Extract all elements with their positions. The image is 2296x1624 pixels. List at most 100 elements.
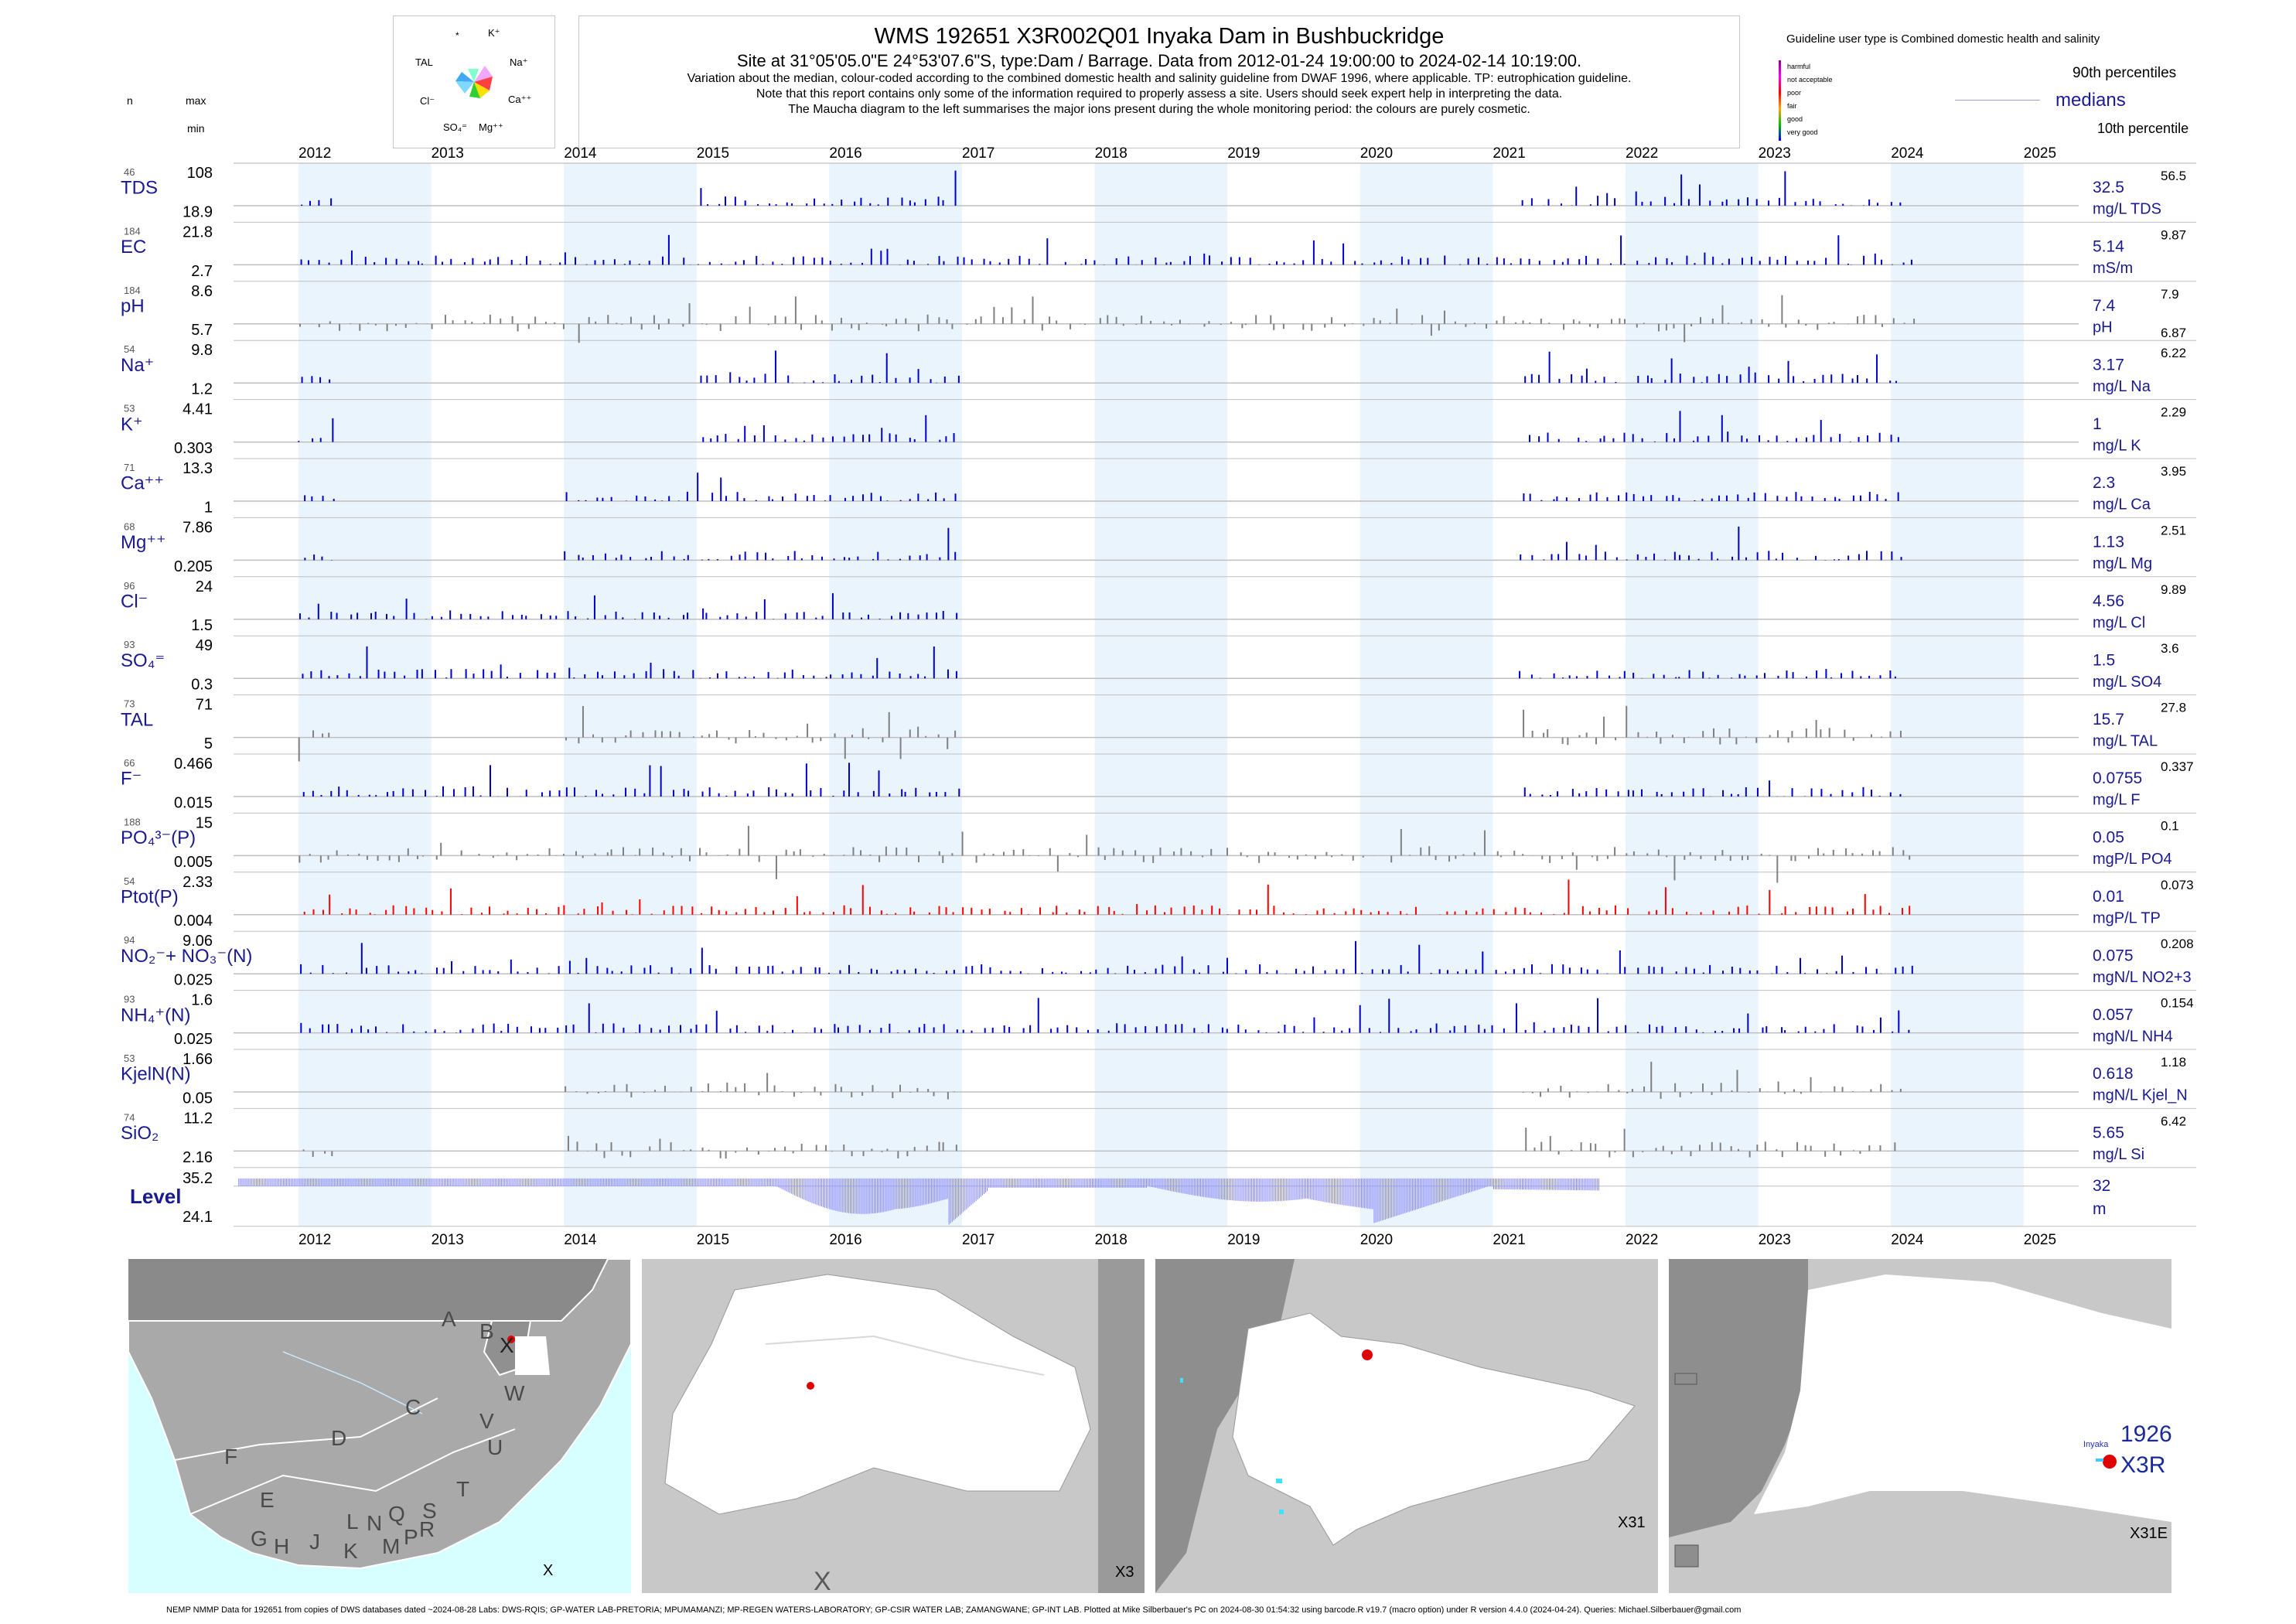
- region-letter-f: F: [224, 1445, 238, 1469]
- row-name-0: TDS: [121, 178, 158, 199]
- year-label-bottom-2016: 2016: [829, 1232, 861, 1248]
- row-median-6: 1.13: [2093, 534, 2124, 551]
- row-p90-7: 9.89: [2161, 582, 2186, 597]
- row-min-10: 0.015: [174, 794, 213, 811]
- row-median-5: 2.3: [2093, 474, 2115, 492]
- maucha-diagram: * K⁺ Na⁺ Ca⁺⁺ Mg⁺⁺ SO₄⁼ Cl⁻ TAL: [393, 15, 555, 148]
- row-n-7: 96: [124, 580, 135, 592]
- row-median-9: 15.7: [2093, 711, 2124, 728]
- maucha-svg: [455, 66, 493, 98]
- row-p90-15: 1.18: [2161, 1055, 2186, 1070]
- row-unit-7: mg/L Cl: [2093, 615, 2145, 632]
- region-letter-m: M: [382, 1534, 401, 1558]
- region-letter-k: K: [343, 1539, 358, 1563]
- year-label-top-2019: 2019: [1227, 145, 1260, 162]
- legend-gradient: [1779, 60, 1781, 141]
- row-median-0: 32.5: [2093, 179, 2124, 196]
- row-max-4: 4.41: [183, 401, 213, 418]
- level-unit: m: [2093, 1200, 2107, 1218]
- region-letter-t: T: [456, 1477, 470, 1501]
- region-letter-l: L: [346, 1510, 359, 1534]
- year-label-bottom-2014: 2014: [564, 1232, 597, 1248]
- year-label-top-2017: 2017: [962, 145, 994, 162]
- row-median-14: 0.057: [2093, 1006, 2134, 1024]
- row-min-11: 0.005: [174, 854, 213, 871]
- barcode-chart: 2012 2012 2013 2013 2014 2014 2015 2015 2016 2016…: [121, 145, 2196, 1248]
- level-median: 32: [2093, 1177, 2110, 1195]
- row-n-15: 53: [124, 1053, 135, 1064]
- year-label-bottom-2025: 2025: [2024, 1232, 2056, 1248]
- legend-medians: medians: [2055, 90, 2126, 111]
- row-p90-12: 0.073: [2161, 878, 2194, 892]
- row-name-10: F⁻: [121, 769, 142, 790]
- row-min-0: 18.9: [183, 203, 213, 220]
- row-n-6: 68: [124, 520, 135, 532]
- row-name-7: Cl⁻: [121, 592, 148, 612]
- col-header-max: max: [186, 94, 206, 107]
- year-label-bottom-2013: 2013: [432, 1232, 464, 1248]
- year-label-top-2013: 2013: [432, 145, 464, 162]
- report-subtitle: Site at 31°05'05.0"E 24°53'07.6"S, type:…: [736, 51, 1582, 70]
- row-name-14: NH₄⁺(N): [121, 1005, 190, 1025]
- maucha-label-cl: Cl⁻: [420, 95, 435, 107]
- region-letter-r: R: [419, 1517, 435, 1541]
- year-label-bottom-2012: 2012: [299, 1232, 331, 1248]
- row-min-2: 5.7: [191, 322, 213, 339]
- row-p90-4: 2.29: [2161, 405, 2186, 420]
- year-label-top-2025: 2025: [2024, 145, 2056, 162]
- row-unit-4: mg/L K: [2093, 437, 2141, 454]
- row-name-3: Na⁺: [121, 355, 154, 376]
- legend-not-acceptable: not acceptable: [1787, 76, 1833, 84]
- row-name-15: KjelN(N): [121, 1064, 191, 1085]
- row-max-2: 8.6: [191, 283, 213, 300]
- row-unit-14: mgN/L NH4: [2093, 1028, 2173, 1045]
- year-label-bottom-2019: 2019: [1227, 1232, 1260, 1248]
- row-p90-0: 56.5: [2161, 169, 2186, 183]
- row-n-16: 74: [124, 1111, 135, 1123]
- row-name-6: Mg⁺⁺: [121, 532, 166, 553]
- row-min-12: 0.004: [174, 913, 213, 930]
- row-median-7: 4.56: [2093, 592, 2124, 610]
- row-unit-5: mg/L Ca: [2093, 496, 2151, 513]
- year-label-bottom-2021: 2021: [1493, 1232, 1525, 1248]
- maucha-tal-wedge: [455, 72, 474, 82]
- region-letter-d: D: [331, 1426, 347, 1450]
- level-max: 35.2: [183, 1170, 213, 1187]
- row-max-6: 7.86: [183, 519, 213, 536]
- row-p90-1: 9.87: [2161, 227, 2186, 242]
- maucha-cl-wedge: [455, 81, 474, 94]
- map4-river-label: Inyaka: [2083, 1440, 2109, 1449]
- legend-good: good: [1787, 115, 1803, 123]
- row-unit-13: mgN/L NO2+3: [2093, 969, 2192, 986]
- report-header: WMS 192651 X3R002Q01 Inyaka Dam in Bushb…: [578, 15, 1740, 148]
- year-label-top-2012: 2012: [299, 145, 331, 162]
- region-letter-u: U: [487, 1435, 503, 1459]
- row-min-9: 5: [204, 735, 213, 752]
- col-header-min: min: [187, 122, 205, 135]
- row-median-13: 0.075: [2093, 947, 2134, 964]
- row-p90-13: 0.208: [2161, 937, 2194, 951]
- year-label-top-2015: 2015: [697, 145, 729, 162]
- row-median-11: 0.05: [2093, 829, 2124, 847]
- map2-corner-label: X: [814, 1567, 831, 1593]
- row-name-2: pH: [121, 296, 145, 317]
- row-n-8: 93: [124, 639, 135, 650]
- level-name: Level: [130, 1185, 182, 1208]
- year-label-top-2023: 2023: [1759, 145, 1791, 162]
- maucha-label-mg: Mg⁺⁺: [479, 121, 503, 133]
- row-max-1: 21.8: [183, 223, 213, 241]
- row-p90-5: 3.95: [2161, 464, 2186, 479]
- maucha-ca-wedge: [474, 77, 493, 90]
- row-name-12: Ptot(P): [121, 887, 179, 908]
- row-median-8: 1.5: [2093, 651, 2115, 669]
- row-min-7: 1.5: [191, 617, 213, 634]
- row-max-8: 49: [196, 637, 213, 654]
- map1-label: X: [543, 1562, 554, 1579]
- map-panel-south-africa: A B X W C V U D F T E S L N Q G H J K M …: [128, 1259, 631, 1593]
- report-note-3: The Maucha diagram to the left summarise…: [788, 103, 1530, 116]
- row-median-3: 3.17: [2093, 356, 2124, 374]
- year-label-top-2022: 2022: [1626, 145, 1658, 162]
- row-name-4: K⁺: [121, 414, 143, 435]
- report-note-2: Note that this report contains only some…: [756, 87, 1563, 101]
- region-letter-j: J: [309, 1530, 320, 1554]
